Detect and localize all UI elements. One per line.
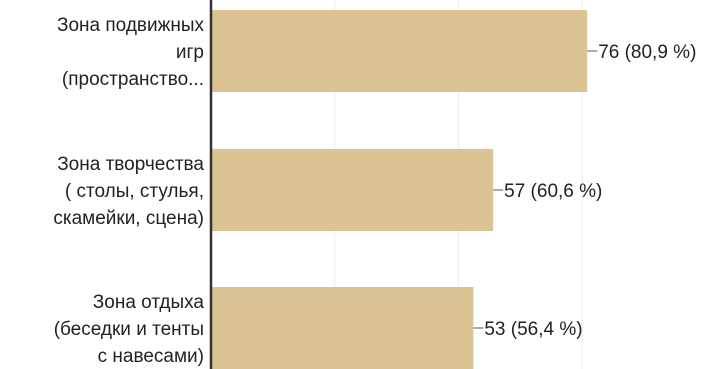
category-label-line: (пространство... bbox=[62, 69, 204, 90]
data-labels: 76 (80,9 %) 57 (60,6 %) 53 (56,4 %) bbox=[484, 42, 696, 340]
data-label: 76 (80,9 %) bbox=[598, 42, 696, 63]
bar bbox=[211, 10, 588, 92]
category-label: Зона творчества ( столы, стулья, скамейки,… bbox=[53, 154, 204, 229]
data-label: 57 (60,6 %) bbox=[504, 181, 602, 202]
category-label-line: (беседки и тенты bbox=[54, 319, 204, 340]
category-label-line: Зона отдыха bbox=[93, 292, 205, 313]
category-label-line: игр bbox=[176, 42, 204, 63]
category-label: Зона отдыха (беседки и тенты с навесами) bbox=[54, 292, 205, 367]
category-label-line: с навесами) bbox=[98, 346, 204, 367]
bar bbox=[211, 287, 474, 369]
bars bbox=[211, 10, 588, 369]
data-label: 53 (56,4 %) bbox=[484, 319, 582, 340]
category-label-line: скамейки, сцена) bbox=[53, 208, 204, 229]
category-label: Зона подвижных игр (пространство... bbox=[57, 15, 204, 90]
category-label-line: Зона подвижных bbox=[57, 15, 204, 36]
bar bbox=[211, 149, 494, 231]
leader-lines bbox=[473, 50, 598, 329]
category-label-line: ( столы, стулья, bbox=[65, 181, 204, 202]
category-labels: Зона подвижных игр (пространство... Зона тв… bbox=[53, 15, 204, 367]
category-label-line: Зона творчества bbox=[57, 154, 204, 175]
